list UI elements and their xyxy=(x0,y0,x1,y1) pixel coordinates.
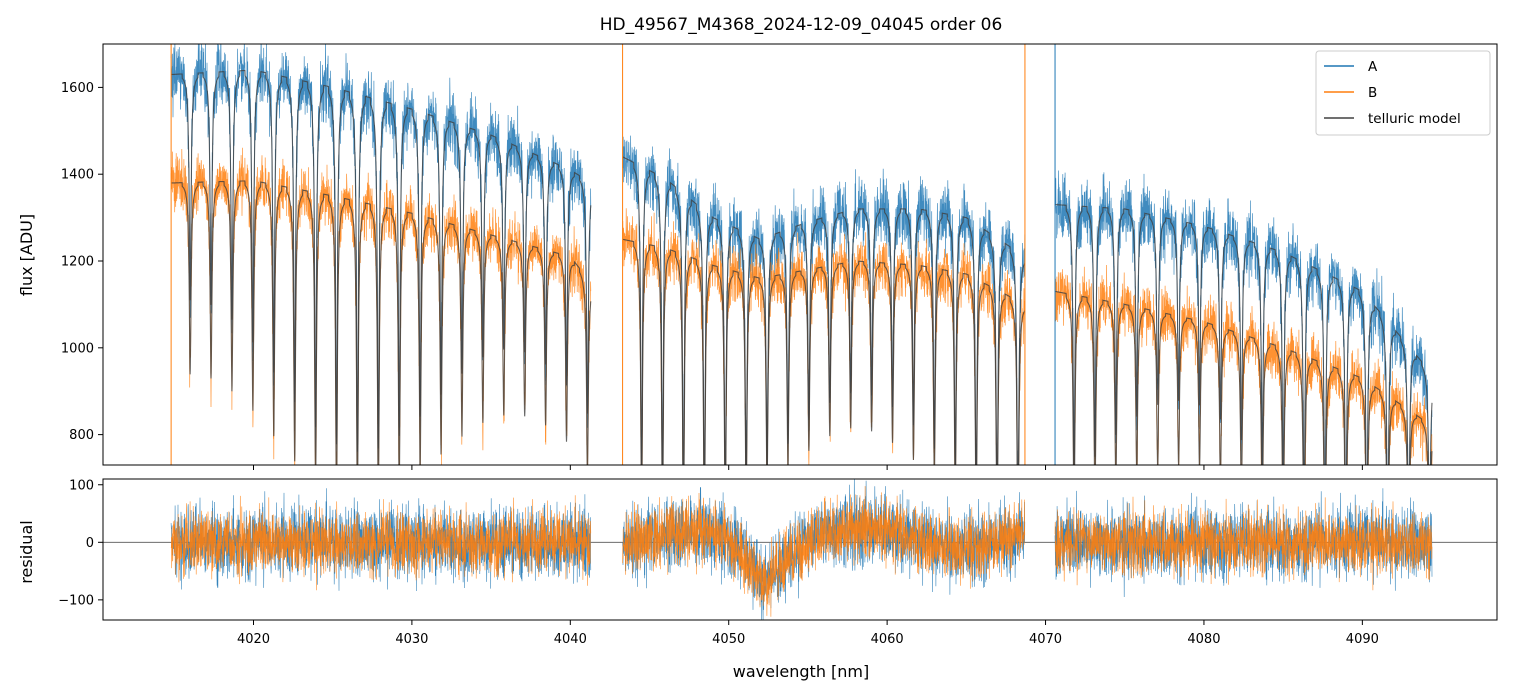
residual-y-tick-label: 0 xyxy=(86,536,94,551)
telluric-model-b-segment-1 xyxy=(171,180,592,465)
x-tick-label: 4080 xyxy=(1187,632,1220,647)
residual-b-segment-3 xyxy=(1054,496,1433,591)
chart-title: HD_49567_M4368_2024-12-09_04045 order 06 xyxy=(600,15,1003,35)
x-tick-label: 4060 xyxy=(871,632,904,647)
x-tick-label: 4090 xyxy=(1346,632,1379,647)
residual-y-ticks: −100 0 100 xyxy=(58,478,103,608)
flux-y-tick-label: 1400 xyxy=(61,168,94,183)
flux-plot-area xyxy=(170,44,1433,465)
flux-y-ticks: 800 1000 1200 1400 1600 xyxy=(61,81,103,443)
x-tick-label: 4030 xyxy=(395,632,428,647)
x-axis-label: wavelength [nm] xyxy=(733,662,870,681)
legend-label-a: A xyxy=(1368,59,1378,75)
residual-plot-area xyxy=(103,479,1497,620)
residual-x-ticks: 4020 4030 4040 4050 4060 4070 4080 4090 xyxy=(237,620,1379,647)
x-tick-label: 4050 xyxy=(712,632,745,647)
residual-b-segment-2 xyxy=(622,486,1026,617)
legend-box xyxy=(1315,50,1491,136)
telluric-model-b-segment-2 xyxy=(622,238,1026,465)
telluric-model-b-segment-3 xyxy=(1054,290,1433,465)
residual-y-label: residual xyxy=(17,520,36,583)
residual-y-tick-label: 100 xyxy=(69,478,94,493)
residual-y-tick-label: −100 xyxy=(58,593,94,608)
residual-b-segment-1 xyxy=(170,495,592,591)
flux-axes-frame xyxy=(102,43,1498,466)
flux-y-tick-label: 800 xyxy=(69,428,94,443)
x-tick-label: 4070 xyxy=(1029,632,1062,647)
residual-axes-frame xyxy=(102,478,1498,621)
flux-y-tick-label: 1000 xyxy=(61,341,94,356)
legend-label-b: B xyxy=(1368,85,1377,101)
telluric-model-a-segment-1 xyxy=(171,69,592,452)
legend: A B telluric model xyxy=(1315,50,1491,136)
x-tick-label: 4040 xyxy=(554,632,587,647)
flux-y-label: flux [ADU] xyxy=(17,214,36,296)
telluric-model-a-segment-2 xyxy=(622,156,1026,465)
series-a-segment-1 xyxy=(170,44,592,465)
telluric-model-a-segment-3 xyxy=(1055,204,1433,465)
flux-x-ticks xyxy=(252,465,1363,470)
flux-y-tick-label: 1200 xyxy=(61,255,94,270)
x-tick-label: 4020 xyxy=(237,632,270,647)
flux-y-tick-label: 1600 xyxy=(61,81,94,96)
legend-label-telluric-model: telluric model xyxy=(1368,111,1461,127)
